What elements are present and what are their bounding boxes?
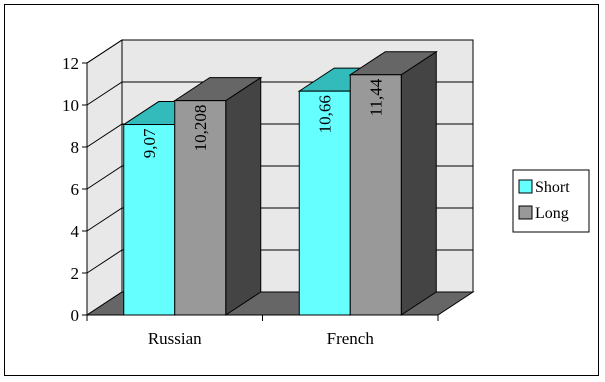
y-tick-label: 4 [71,222,80,241]
chart-bars [122,50,438,316]
legend-swatch-long [518,205,533,220]
x-category-label: French [327,329,375,348]
data-label: 9,07 [140,128,159,158]
bar-front-long [174,100,227,316]
data-label: 10,208 [191,105,210,152]
y-tick-label: 6 [71,180,80,199]
y-tick-label: 0 [71,306,80,325]
y-tick-label: 2 [71,264,80,283]
bar-side-face [225,76,262,316]
chart-labels: 9,07 10,208 10,66 11,44 [140,78,386,158]
bar-front-short [123,124,176,316]
chart-legend: Short Long [512,169,590,233]
data-label: 11,44 [367,78,386,116]
chart-axes: 0 2 4 6 8 10 12 Russian French [62,54,439,348]
legend-label-long: Long [535,205,569,222]
x-category-label: Russian [148,329,202,348]
gridline [86,39,473,64]
legend-swatch-short [518,179,533,194]
bar-side-face [400,50,437,316]
bar-front-long [349,74,402,316]
y-tick-label: 8 [71,138,80,157]
y-tick-label: 12 [62,54,79,73]
bar-front-short [298,90,351,316]
data-label: 10,66 [316,95,335,133]
legend-label-short: Short [535,179,570,196]
y-tick-label: 10 [62,96,79,115]
